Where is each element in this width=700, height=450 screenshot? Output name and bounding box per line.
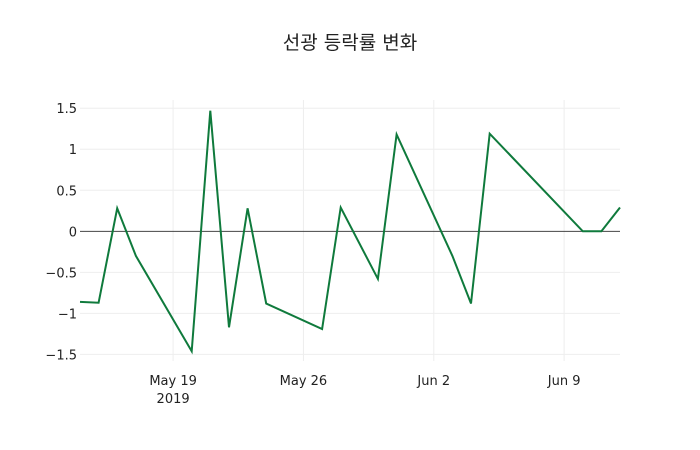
x-axis-tick-labels: May 19 2019 May 26 Jun 2 Jun 9 xyxy=(149,374,580,407)
chart-title: 선광 등락률 변화 xyxy=(282,32,418,54)
x-tick-label: Jun 9 xyxy=(547,374,581,389)
y-gridlines xyxy=(80,107,620,355)
x-tick-label: May 19 xyxy=(149,374,197,389)
y-tick-label: 1.5 xyxy=(56,102,77,117)
y-tick-label: 0.5 xyxy=(56,184,77,199)
y-tick-label: −1 xyxy=(58,307,77,322)
x-gridlines xyxy=(172,100,565,361)
y-tick-label: −1.5 xyxy=(45,348,77,363)
y-tick-label: −0.5 xyxy=(45,266,77,281)
series-line xyxy=(79,110,621,355)
y-axis-tick-labels: 1.5 1 0.5 0 −0.5 −1 −1.5 xyxy=(45,102,77,363)
x-tick-label: May 26 xyxy=(280,374,328,389)
y-tick-label: 1 xyxy=(69,143,77,158)
x-tick-label: Jun 2 xyxy=(416,374,450,389)
x-tick-sublabel: 2019 xyxy=(157,392,190,407)
y-tick-label: 0 xyxy=(69,225,77,240)
